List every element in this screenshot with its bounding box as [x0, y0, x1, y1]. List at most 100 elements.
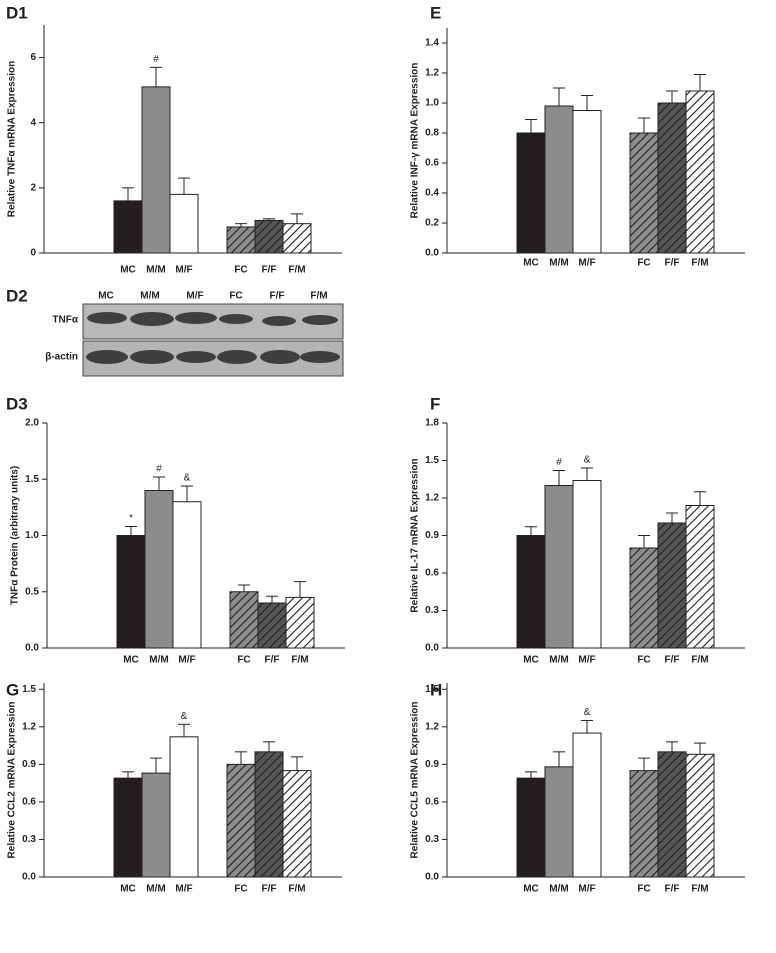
y-tick-label: 0.6 [425, 158, 439, 169]
panel-label: F [430, 394, 440, 413]
x-tick-label: F/F [665, 884, 680, 895]
bar [116, 535, 146, 649]
chart: D3 TNFα Protein (arbitrary units) 0.0 0.5 1.… [6, 394, 345, 666]
error-bar [638, 117, 650, 133]
x-tick-label: F/M [691, 655, 708, 666]
significance-marker: & [584, 455, 591, 466]
bar [141, 86, 171, 254]
bar [657, 102, 687, 254]
x-tick-label: F/F [265, 655, 280, 666]
x-tick-label: M/F [578, 655, 595, 666]
bar [285, 596, 315, 649]
western-blot: D2 TNFα β-actin [6, 286, 344, 377]
y-tick-label: 0.9 [22, 759, 36, 770]
y-tick-label: 4 [30, 117, 36, 128]
y-tick-label: 2 [30, 182, 36, 193]
significance-marker: & [184, 473, 191, 484]
error-bar [553, 470, 565, 486]
bar [685, 90, 715, 254]
x-tick-label: F/F [665, 258, 680, 269]
y-tick-label: 0.2 [425, 218, 439, 229]
bar [257, 602, 287, 649]
y-tick-label: 0.3 [425, 605, 439, 616]
bar [572, 110, 602, 254]
y-tick-label: 0.3 [22, 834, 36, 845]
chart: G Relative CCL2 mRNA Expression 0.0 0.3 0.6 0… [6, 680, 342, 895]
chart: H Relative CCL5 mRNA Expression 0.0 0.3 0.6 0… [410, 680, 745, 895]
x-tick-label: M/M [146, 265, 165, 276]
bar [629, 547, 659, 649]
y-tick-label: 0.4 [425, 188, 439, 199]
bar [629, 132, 659, 254]
y-axis-label: Relative TNFα mRNA Expression [7, 61, 18, 217]
x-tick-label: F/F [262, 884, 277, 895]
y-tick-label: 0.0 [425, 248, 439, 259]
bar [685, 505, 715, 649]
y-tick-label: 0.0 [22, 872, 36, 883]
error-bar [694, 74, 706, 91]
panel-label: G [6, 680, 19, 699]
bar [254, 219, 284, 254]
x-tick-label: FC [637, 258, 650, 269]
error-bar [666, 90, 678, 103]
error-bar [181, 485, 193, 502]
y-tick-label: 0 [30, 248, 36, 259]
bar [516, 535, 546, 649]
bar [544, 766, 574, 878]
blot-lane-label: F/M [310, 291, 327, 302]
y-tick-label: 0.6 [425, 797, 439, 808]
blot-row-label: TNFα [52, 315, 78, 326]
bar [113, 777, 143, 878]
blot-bands [86, 312, 340, 364]
bar [229, 591, 259, 649]
panel-label: D1 [6, 3, 28, 22]
x-tick-label: FC [234, 884, 247, 895]
y-axis-label: Relative CCL2 mRNA Expression [7, 702, 18, 859]
y-tick-label: 1.0 [25, 530, 39, 541]
y-tick-label: 0.9 [425, 530, 439, 541]
x-tick-label: MC [123, 655, 139, 666]
x-tick-label: F/M [691, 884, 708, 895]
error-bar [178, 723, 190, 737]
bar [172, 501, 202, 649]
x-tick-label: M/M [146, 884, 165, 895]
y-tick-label: 1.8 [425, 418, 439, 429]
bar [141, 772, 171, 878]
bar [226, 226, 256, 254]
bar [113, 200, 143, 254]
y-axis-label: Relative INF-γ mRNA Expression [410, 63, 421, 219]
panel-label: D3 [6, 394, 28, 413]
error-bar [581, 720, 593, 734]
y-tick-label: 0.0 [425, 872, 439, 883]
error-bar [553, 751, 565, 767]
panel-label: D2 [6, 286, 28, 305]
bar [657, 522, 687, 649]
error-bar [694, 742, 706, 755]
x-tick-label: F/M [291, 655, 308, 666]
error-bar [122, 771, 134, 779]
x-tick-label: F/M [691, 258, 708, 269]
y-tick-label: 0.9 [425, 759, 439, 770]
bar [544, 485, 574, 649]
error-bar [666, 512, 678, 523]
x-tick-label: M/F [178, 655, 195, 666]
x-tick-label: M/M [549, 258, 568, 269]
chart: E Relative INF-γ mRNA Expression 0.0 0.2 0.4… [410, 3, 745, 269]
error-bar [266, 595, 278, 603]
x-tick-label: MC [523, 258, 539, 269]
y-tick-label: 0.5 [25, 586, 39, 597]
bar [169, 193, 199, 254]
bar [169, 736, 199, 878]
x-tick-label: MC [120, 884, 136, 895]
y-tick-label: 0.0 [25, 643, 39, 654]
bar [572, 480, 602, 649]
blot-lane-label: F/F [270, 291, 285, 302]
significance-marker: & [181, 711, 188, 722]
x-tick-label: FC [234, 265, 247, 276]
y-tick-label: 1.4 [425, 38, 439, 49]
x-tick-label: F/M [288, 884, 305, 895]
error-bar [263, 741, 275, 752]
error-bar [235, 223, 247, 227]
error-bar [553, 87, 565, 106]
